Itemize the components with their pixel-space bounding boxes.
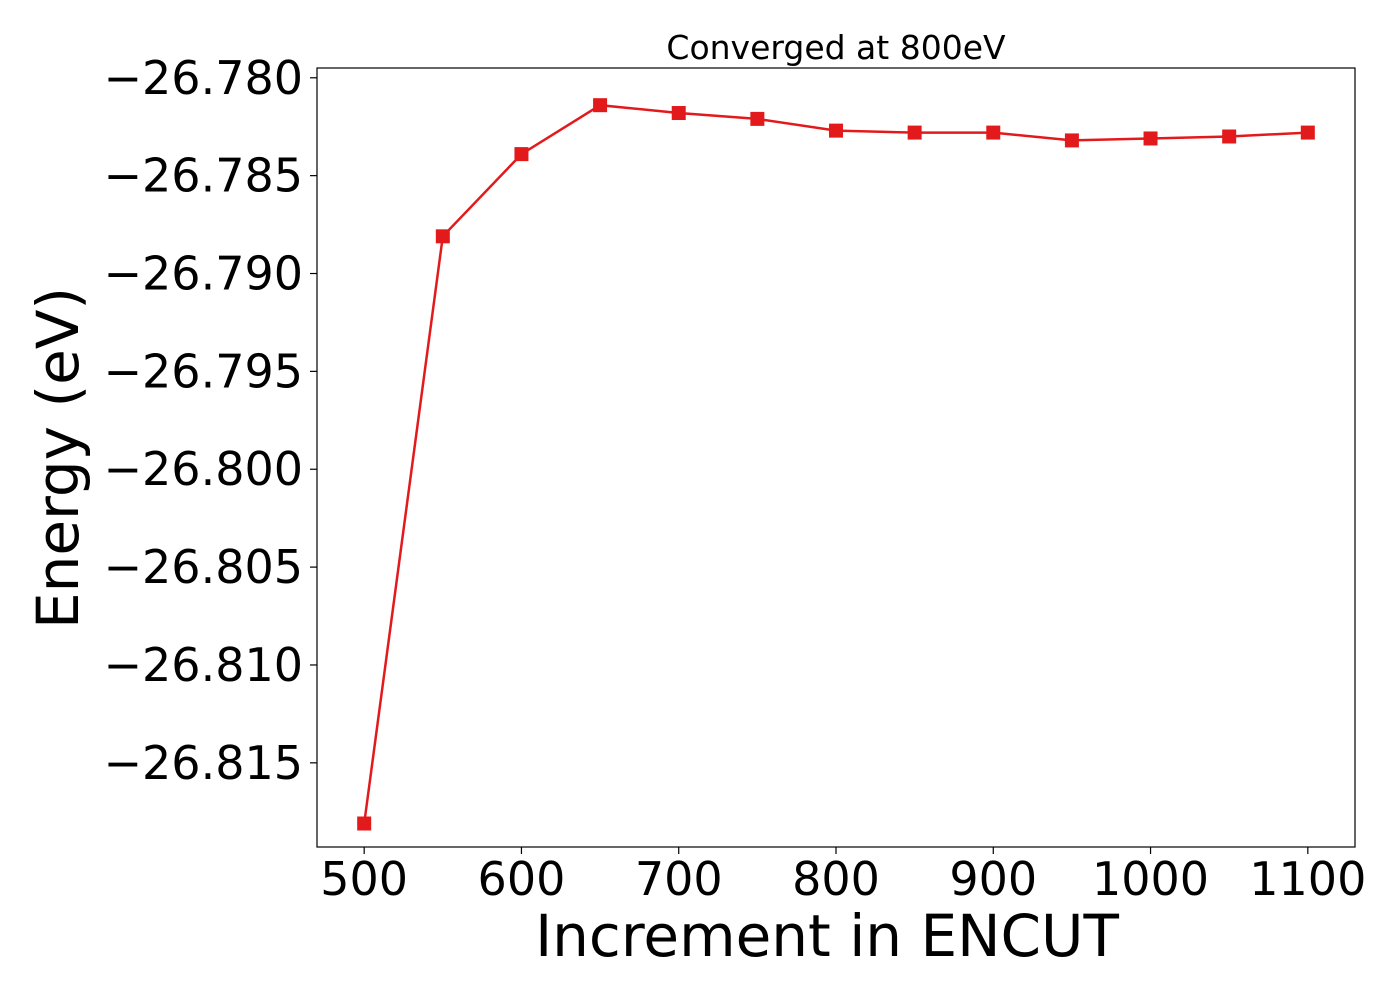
y-tick-label: −26.805 [104,540,304,594]
y-tick-label: −26.815 [104,736,304,790]
data-point [750,111,765,126]
data-point [829,123,843,138]
y-tick-label: −26.785 [104,149,304,203]
x-tick-label: 600 [478,852,566,906]
x-tick-label: 700 [635,852,723,906]
x-tick-label: 800 [792,852,880,906]
x-axis: 500 600 700 800 900 1000 1100 [320,847,1366,906]
y-tick-label: −26.780 [104,51,304,105]
data-point [593,98,608,113]
data-point [435,229,450,244]
data-point [1300,125,1315,140]
x-axis-title: Increment in ENCUT [535,902,1119,970]
data-point [907,125,922,140]
data-point [1064,133,1079,148]
data-point [1143,131,1158,146]
x-tick-label: 1100 [1249,852,1366,906]
y-axis: −26.780 −26.785 −26.790 −26.795 −26.800 −26.8… [104,51,317,790]
chart-title: Converged at 800eV [666,28,1006,67]
x-tick-label: 500 [320,852,408,906]
y-tick-label: −26.795 [104,344,304,398]
axes-frame [316,67,1356,848]
x-tick-label: 1000 [1092,852,1209,906]
data-point [514,147,529,162]
data-point [1222,129,1237,144]
plot-area [357,98,1315,831]
x-tick-label: 900 [949,852,1037,906]
data-point [357,816,372,831]
data-point [671,106,686,121]
y-tick-label: −26.800 [104,442,304,496]
y-axis-title: Energy (eV) [24,287,92,629]
y-tick-label: −26.790 [104,247,304,301]
y-tick-label: −26.810 [104,638,304,692]
data-point [986,125,1001,140]
